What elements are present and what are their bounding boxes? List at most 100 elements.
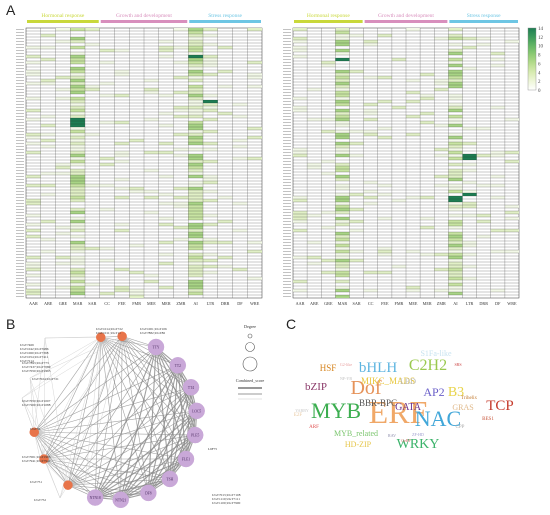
heatmap-cell [158,262,174,265]
heatmap-cell [70,268,85,271]
heatmap-cell [129,139,144,142]
network-node [140,484,157,502]
heatmap-cell [462,142,477,145]
heatmap-cell [490,64,505,67]
heatmap-cell [247,277,262,280]
heatmap-cell [173,76,189,79]
heatmap-cell [173,148,189,151]
heatmap-cell [462,265,477,268]
network-edge [100,337,149,493]
heatmap-cell [377,271,392,274]
heatmap-cell [448,76,463,79]
column-label: FEE [118,301,126,306]
network-edge-weak [21,337,101,399]
heatmap-cell [462,202,477,205]
heatmap-cell [70,79,85,82]
heatmap-cell [70,160,85,163]
heatmap-cell [203,103,218,106]
heatmap-cell [448,106,463,109]
heatmap-cell [349,34,364,37]
heatmap-cell [232,139,248,142]
heatmap-cell [188,271,203,274]
heatmap-cell [448,28,463,31]
network-node [63,480,73,490]
network-edge [67,478,170,486]
heatmap-cell [448,172,463,175]
heatmap-cell [247,157,262,160]
heatmap-cell [335,202,350,205]
heatmap-cell [462,277,477,280]
heatmap-cell [188,127,203,130]
heatmap-cell [462,241,477,244]
heatmap-cell [434,148,449,151]
heatmap-cell [335,163,350,166]
heatmap-cell [335,82,350,85]
heatmap-cell [448,43,463,46]
network-edge-weak [59,337,101,499]
heatmap-cell [26,265,41,268]
heatmap-cell [188,40,203,43]
heatmap-cell [490,229,505,232]
network-edge [67,365,179,486]
heatmap-cell [158,55,174,58]
heatmap-cell-high [462,193,477,196]
heatmap-cell [335,130,350,133]
heatmap-cell [232,103,248,106]
color-legend-tick: 2 [538,80,541,85]
heatmap-cell [321,64,336,67]
heatmap-cell [99,157,115,160]
heatmap-cell [188,109,203,112]
group-header-label: Stress response [467,13,501,19]
legend-degree-medium [245,342,255,352]
heatmap-cell [158,124,174,127]
network-edge [121,336,171,480]
heatmap-cell [26,292,41,295]
column-label: ABE [44,301,53,306]
heatmap-cell [377,136,392,139]
color-legend-tick: 14 [538,27,544,32]
heatmap-cell [188,208,203,211]
column-label: AAR [29,301,38,306]
word-wrky: WRKY [397,437,440,452]
heatmap-cell [293,106,308,109]
heatmap-cell [158,202,174,205]
heatmap-cell [462,67,477,70]
heatmap-cell [203,259,218,262]
column-label: AAR [296,301,305,306]
heatmap-cell [55,286,71,289]
heatmap-cell [114,178,130,181]
heatmap-cell [335,112,350,115]
heatmap-cell [203,94,218,97]
heatmap-cell [70,247,85,250]
heatmap-cell [448,163,463,166]
network-node-label: LOC5 [192,409,201,413]
heatmap-cell [335,259,350,262]
color-legend-tick: 0 [538,89,541,94]
heatmap-cell [335,73,350,76]
heatmap-cell [70,85,85,88]
column-label: SAR [352,301,360,306]
column-label: DF [495,301,501,306]
group-header-label: Hormonal response [41,13,84,19]
heatmap-cell [158,223,174,226]
heatmap-cell [26,274,41,277]
heatmap-cell [335,265,350,268]
network-edge [67,484,149,494]
heatmap-cell [448,145,463,148]
heatmap-cell [203,55,218,58]
heatmap-cell [55,232,71,235]
network-text-label: UGT751 [30,480,42,484]
heatmap-cell [335,232,350,235]
heatmap-cell [293,151,308,154]
column-label: CC [368,301,374,306]
heatmap-cell [349,208,364,211]
heatmap-cell [335,295,350,298]
heatmap-cell [70,223,85,226]
heatmap-cell [188,292,203,295]
heatmap-cell [232,268,248,271]
heatmap-cell [203,58,218,61]
column-label: MER [162,301,171,306]
heatmap-cell [335,235,350,238]
heatmap-cell [420,121,435,124]
word-gebp: GeBP [401,438,411,443]
